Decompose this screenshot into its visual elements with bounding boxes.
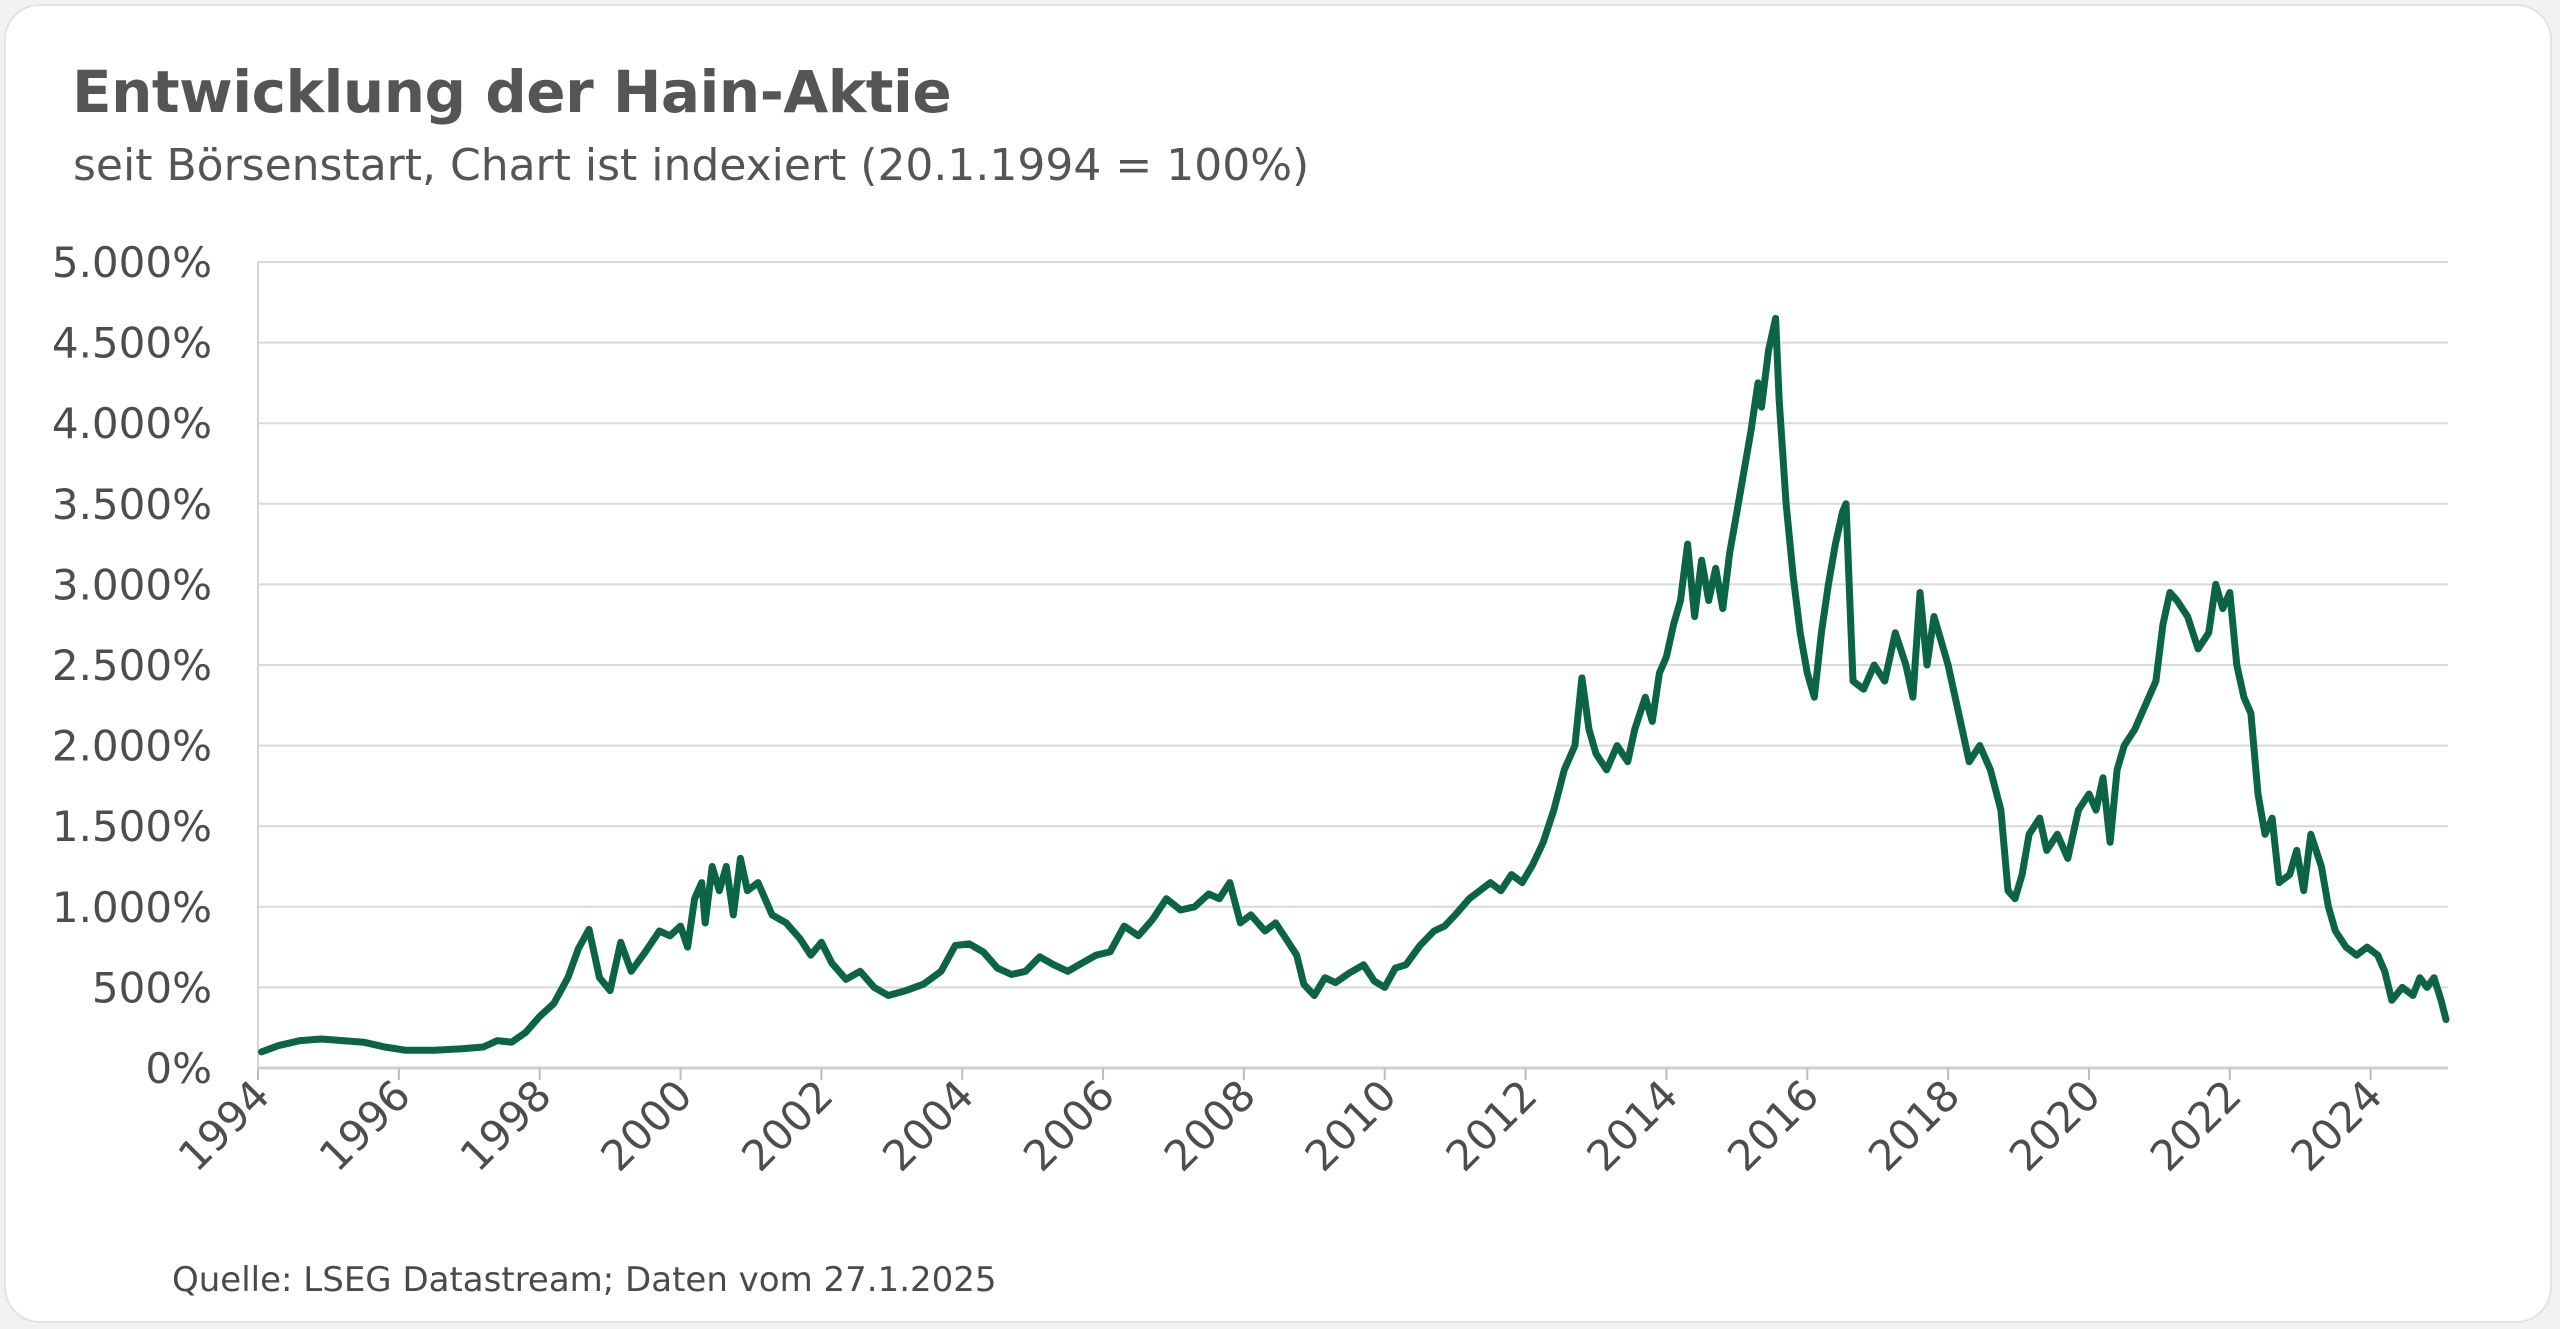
x-tick-label: 2018 xyxy=(1859,1070,1969,1180)
chart-source-note: Quelle: LSEG Datastream; Daten vom 27.1.… xyxy=(172,1260,997,1300)
y-tick-label: 4.500% xyxy=(52,319,212,368)
gridlines xyxy=(258,261,2448,989)
x-tick-label: 1996 xyxy=(310,1070,420,1180)
y-tick-label: 1.500% xyxy=(52,802,212,851)
x-tick-label: 2010 xyxy=(1296,1070,1406,1180)
y-axis: 0% 500% 1.000% 1.500% 2.000% 2.500% 3.000% 3.50… xyxy=(52,238,259,1093)
series-layer xyxy=(258,314,2450,1056)
y-tick-label: 4.000% xyxy=(52,399,212,448)
chart-subtitle: seit Börsenstart, Chart ist indexiert (2… xyxy=(73,140,1310,191)
x-tick-label: 1998 xyxy=(451,1070,561,1180)
x-tick-label: 2002 xyxy=(732,1070,842,1180)
y-tick-label: 3.000% xyxy=(52,560,212,609)
x-tick-label: 2016 xyxy=(1718,1070,1828,1180)
y-tick-label: 2.500% xyxy=(52,641,212,690)
x-tick-label: 2020 xyxy=(2000,1070,2110,1180)
y-tick-label: 1.000% xyxy=(52,883,212,932)
x-tick-label: 2008 xyxy=(1155,1070,1265,1180)
x-tick-label: 2014 xyxy=(1577,1070,1687,1180)
x-axis: 1994 1996 1998 2000 2002 2004 2006 2008 2010 2012… xyxy=(169,1066,2448,1181)
chart-card: Entwicklung der Hain-Aktie seit Börsenst… xyxy=(4,4,2552,1323)
x-tick-label: 2012 xyxy=(1436,1070,1546,1180)
x-tick-label: 2024 xyxy=(2281,1070,2391,1180)
y-tick-label: 500% xyxy=(92,963,212,1012)
x-tick-label: 2022 xyxy=(2141,1070,2251,1180)
x-tick-label: 2004 xyxy=(873,1070,983,1180)
series-line xyxy=(258,314,2450,1056)
x-tick-label: 2000 xyxy=(591,1070,701,1180)
x-tick-label: 2006 xyxy=(1014,1070,1124,1180)
y-tick-label: 5.000% xyxy=(52,238,212,287)
y-tick-label: 3.500% xyxy=(52,480,212,529)
y-tick-label: 0% xyxy=(145,1044,212,1093)
chart-title: Entwicklung der Hain-Aktie xyxy=(72,58,952,126)
y-tick-label: 2.000% xyxy=(52,722,212,771)
